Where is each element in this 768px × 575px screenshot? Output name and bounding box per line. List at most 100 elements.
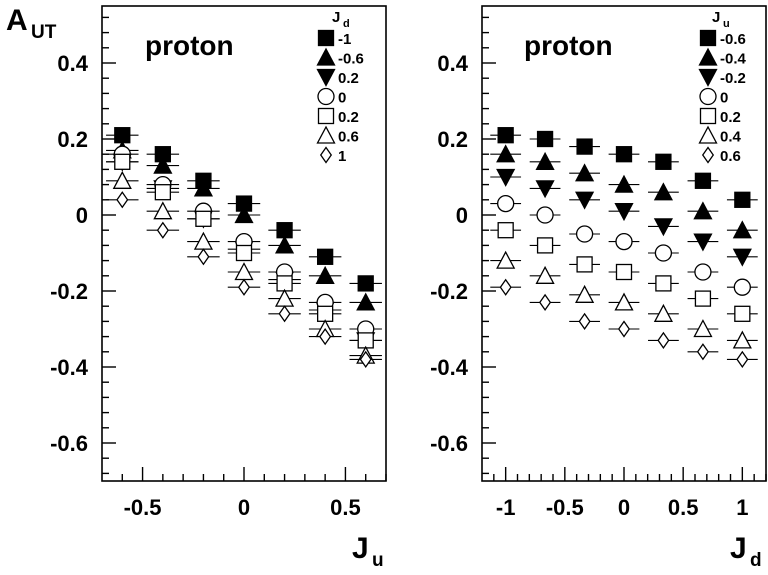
data-point (359, 350, 372, 369)
data-point (655, 153, 672, 170)
data-point (278, 305, 291, 323)
data-point (499, 278, 512, 296)
legend-marker (698, 68, 718, 87)
data-point (615, 232, 633, 251)
data-point (694, 172, 712, 189)
legend-label: 0.4 (720, 129, 742, 146)
data-point (112, 170, 132, 189)
data-point (653, 218, 673, 237)
data-point (153, 201, 173, 220)
y-tick-label: 0 (456, 203, 468, 228)
legend-label: 0.2 (338, 109, 359, 126)
data-point (356, 292, 376, 311)
legend-marker (319, 146, 333, 164)
data-point (614, 292, 634, 311)
data-point (733, 278, 751, 296)
data-point (195, 210, 212, 227)
series-3 (106, 145, 382, 338)
legend-marker (701, 146, 715, 164)
series-0 (106, 127, 382, 292)
y-axis-title: A UT (6, 4, 57, 43)
legend-marker (317, 29, 335, 47)
data-point (496, 250, 516, 269)
y-tick-label: 0.2 (57, 127, 88, 152)
legend-title-main: J (712, 9, 720, 26)
series-0 (490, 127, 758, 208)
series-4 (106, 153, 382, 349)
legend-marker (698, 125, 718, 144)
data-point (535, 151, 555, 170)
panel-title: proton (145, 30, 234, 61)
legend-label: -1 (338, 31, 351, 48)
legend-label: 0 (720, 90, 728, 107)
data-point (578, 312, 591, 331)
x-tick-label: -0.5 (124, 495, 162, 520)
x-axis-title-main: J (352, 532, 369, 565)
data-point (615, 146, 633, 163)
x-tick-label: 0 (238, 495, 250, 520)
legend-label: 0.6 (720, 148, 741, 165)
legend-label: 0.2 (338, 70, 359, 87)
data-point (156, 221, 169, 239)
data-point (316, 248, 334, 265)
data-point (315, 265, 335, 284)
data-point (276, 275, 293, 292)
legend-label: -0.4 (720, 51, 747, 68)
legend-label: 1 (338, 148, 346, 165)
legend-marker (699, 107, 717, 125)
y-tick-label: -0.4 (430, 355, 469, 380)
data-point (114, 127, 131, 144)
y-axis-title-sub: UT (31, 22, 57, 43)
data-point (617, 320, 631, 338)
y-tick-label: -0.6 (50, 431, 88, 456)
data-point (114, 153, 131, 170)
data-point (234, 205, 254, 224)
data-point (693, 319, 713, 338)
legend-marker (699, 29, 717, 47)
data-point (357, 275, 374, 292)
data-point (197, 248, 210, 266)
legend-marker (699, 87, 717, 106)
data-point (536, 237, 554, 254)
y-tick-label: 0.4 (57, 51, 88, 76)
x-axis-title-sub: u (372, 550, 384, 571)
data-point (654, 244, 673, 262)
data-point (576, 256, 593, 273)
legend-label: 0 (338, 90, 346, 107)
series-5 (490, 250, 758, 349)
data-point (235, 244, 253, 262)
legend-marker (317, 87, 335, 106)
data-point (535, 180, 555, 199)
data-point (575, 191, 595, 210)
data-point (693, 201, 713, 220)
data-point (316, 305, 334, 322)
data-point (575, 163, 595, 182)
data-point (732, 330, 752, 349)
data-point (693, 233, 713, 252)
x-tick-label: -0.5 (546, 495, 584, 520)
legend-label: -0.6 (720, 31, 746, 48)
data-point (536, 130, 554, 148)
data-point (237, 278, 251, 296)
data-point (193, 178, 214, 197)
data-point (497, 194, 515, 213)
y-tick-label: -0.4 (50, 355, 89, 380)
legend-title-sub: u (723, 18, 730, 30)
data-point (319, 327, 332, 346)
legend-label: 0.2 (720, 109, 741, 126)
series-3 (490, 194, 758, 296)
data-point (576, 138, 593, 155)
data-point (732, 248, 752, 267)
data-point (732, 220, 752, 239)
data-point (614, 203, 634, 222)
data-point (615, 263, 633, 281)
legend-title-sub: d (343, 18, 350, 30)
legend-label: -0.6 (338, 51, 364, 68)
y-tick-label: -0.6 (430, 431, 468, 456)
data-point (653, 303, 673, 322)
panel-title: proton (524, 30, 613, 61)
